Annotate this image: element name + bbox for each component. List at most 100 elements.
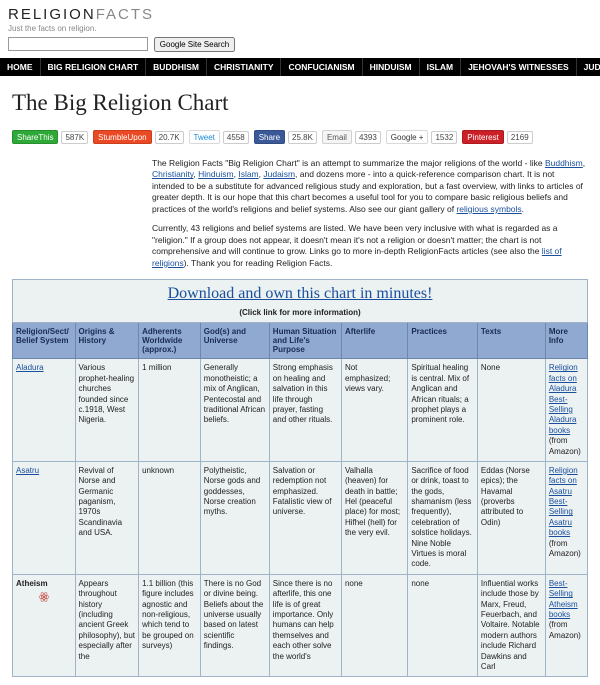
intro-paragraph: Currently, 43 religions and belief syste… xyxy=(152,223,588,269)
nav-item[interactable]: HINDUISM xyxy=(363,58,420,76)
content: The Big Religion Chart ShareThis587K Stum… xyxy=(0,76,600,685)
intro-link[interactable]: Judaism xyxy=(263,169,295,179)
nav-item[interactable]: HOME xyxy=(0,58,41,76)
table-row: Aladura Various prophet-healing churches … xyxy=(13,359,588,462)
table-cell: Aladura xyxy=(13,359,76,462)
intro-text: The Religion Facts "Big Religion Chart" … xyxy=(152,158,588,269)
table-cell: Influential works include those by Marx,… xyxy=(477,574,545,677)
religion-link[interactable]: Asatru xyxy=(16,466,39,475)
main-nav: HOMEBIG RELIGION CHARTBUDDHISMCHRISTIANI… xyxy=(0,58,600,76)
table-cell: Valhalla (heaven) for death in battle; H… xyxy=(341,461,407,574)
more-info-link[interactable]: Religion facts on Asatru xyxy=(549,466,578,496)
logo: RELIGIONFACTS xyxy=(8,6,592,23)
share-count: 1532 xyxy=(431,131,457,144)
download-row: Download and own this chart in minutes! … xyxy=(13,280,588,323)
more-info-text: (from Amazon) xyxy=(549,620,581,639)
more-info-link[interactable]: Best-Selling Atheism books xyxy=(549,579,578,619)
table-cell: Spiritual healing is central. Mix of Ang… xyxy=(408,359,478,462)
column-header: God(s) and Universe xyxy=(200,323,269,359)
table-cell: There is no God or divine being. Beliefs… xyxy=(200,574,269,677)
share-count: 4393 xyxy=(355,131,381,144)
nav-item[interactable]: JEHOVAH'S WITNESSES xyxy=(461,58,577,76)
intro-link[interactable]: religious symbols xyxy=(456,204,521,214)
column-header: Texts xyxy=(477,323,545,359)
search-row: Google Site Search xyxy=(8,37,592,52)
share-count: 4558 xyxy=(223,131,249,144)
more-info-link[interactable]: Best-Selling Asatru books xyxy=(549,497,573,537)
table-cell: Religion facts on AladuraBest-Selling Al… xyxy=(545,359,587,462)
table-cell: Appears throughout history (including an… xyxy=(75,574,139,677)
nav-item[interactable]: CONFUCIANISM xyxy=(281,58,362,76)
religion-link[interactable]: Aladura xyxy=(16,363,44,372)
nav-item[interactable]: BUDDHISM xyxy=(146,58,207,76)
share-button[interactable]: Share xyxy=(254,130,285,144)
search-button[interactable]: Google Site Search xyxy=(154,37,235,52)
intro-link[interactable]: Buddhism xyxy=(545,158,583,168)
share-button[interactable]: Google + xyxy=(386,130,429,144)
intro-link[interactable]: Christianity xyxy=(152,169,193,179)
more-info-text: (from Amazon) xyxy=(549,436,581,455)
table-cell: Atheism xyxy=(13,574,76,677)
table-cell: none xyxy=(341,574,407,677)
column-header: Adherents Worldwide (approx.) xyxy=(139,323,201,359)
more-info-text: (from Amazon) xyxy=(549,539,581,558)
tagline: Just the facts on religion. xyxy=(8,24,592,33)
table-cell: None xyxy=(477,359,545,462)
table-cell: Best-Selling Atheism books(from Amazon) xyxy=(545,574,587,677)
page-title: The Big Religion Chart xyxy=(12,90,588,116)
intro-paragraph: The Religion Facts "Big Religion Chart" … xyxy=(152,158,588,215)
nav-item[interactable]: BIG RELIGION CHART xyxy=(41,58,147,76)
table-cell: 1.1 billion (this figure includes agnost… xyxy=(139,574,201,677)
share-count: 2169 xyxy=(507,131,533,144)
column-header: Practices xyxy=(408,323,478,359)
table-cell: Sacrifice of food or drink, toast to the… xyxy=(408,461,478,574)
share-button[interactable]: Tweet xyxy=(189,130,220,144)
share-count: 25.8K xyxy=(288,131,317,144)
site-header: RELIGIONFACTS Just the facts on religion… xyxy=(0,0,600,54)
atom-icon xyxy=(16,591,72,603)
more-info-link[interactable]: Religion facts on Aladura xyxy=(549,363,578,393)
logo-text-b: FACTS xyxy=(96,6,154,23)
table-cell: Revival of Norse and Germanic paganism, … xyxy=(75,461,139,574)
table-cell: Generally monotheistic; a mix of Anglica… xyxy=(200,359,269,462)
intro-link[interactable]: Hinduism xyxy=(198,169,233,179)
table-cell: Polytheistic, Norse gods and goddesses, … xyxy=(200,461,269,574)
table-cell: Eddas (Norse epics); the Havamal (prover… xyxy=(477,461,545,574)
share-count: 587K xyxy=(61,131,88,144)
religion-chart-table: Download and own this chart in minutes! … xyxy=(12,279,588,677)
table-cell: Various prophet-healing churches founded… xyxy=(75,359,139,462)
religion-name: Atheism xyxy=(16,579,48,588)
more-info-link[interactable]: Best-Selling Aladura books xyxy=(549,395,577,435)
nav-item[interactable]: CHRISTIANITY xyxy=(207,58,282,76)
table-row: Asatru Revival of Norse and Germanic paga… xyxy=(13,461,588,574)
share-button[interactable]: ShareThis xyxy=(12,130,58,144)
intro-link[interactable]: list of religions xyxy=(152,246,562,267)
table-cell: Since there is no afterlife, this one li… xyxy=(269,574,341,677)
intro-link[interactable]: Islam xyxy=(238,169,258,179)
download-subtext: (Click link for more information) xyxy=(16,308,584,318)
table-cell: Religion facts on AsatruBest-Selling Asa… xyxy=(545,461,587,574)
table-header-row: Religion/Sect/ Belief SystemOrigins & Hi… xyxy=(13,323,588,359)
share-button[interactable]: Pinterest xyxy=(462,130,504,144)
table-cell: Asatru xyxy=(13,461,76,574)
share-button[interactable]: Email xyxy=(322,130,352,144)
logo-text-a: RELIGION xyxy=(8,6,96,23)
nav-item[interactable]: JUDAI xyxy=(577,58,600,76)
table-row: Atheism Appears throughout history (inclu… xyxy=(13,574,588,677)
table-cell: Salvation or redemption not emphasized. … xyxy=(269,461,341,574)
column-header: Human Situation and Life's Purpose xyxy=(269,323,341,359)
column-header: Religion/Sect/ Belief System xyxy=(13,323,76,359)
column-header: Afterlife xyxy=(341,323,407,359)
download-link[interactable]: Download and own this chart in minutes! xyxy=(168,285,433,302)
column-header: More Info xyxy=(545,323,587,359)
table-cell: Not emphasized; views vary. xyxy=(341,359,407,462)
table-cell: Strong emphasis on healing and salvation… xyxy=(269,359,341,462)
column-header: Origins & History xyxy=(75,323,139,359)
nav-item[interactable]: ISLAM xyxy=(420,58,461,76)
share-button[interactable]: StumbleUpon xyxy=(93,130,151,144)
table-cell: none xyxy=(408,574,478,677)
search-input[interactable] xyxy=(8,37,148,51)
table-cell: 1 million xyxy=(139,359,201,462)
share-count: 20.7K xyxy=(155,131,184,144)
share-bar: ShareThis587K StumbleUpon 20.7K Tweet4558 Sh… xyxy=(12,130,588,144)
